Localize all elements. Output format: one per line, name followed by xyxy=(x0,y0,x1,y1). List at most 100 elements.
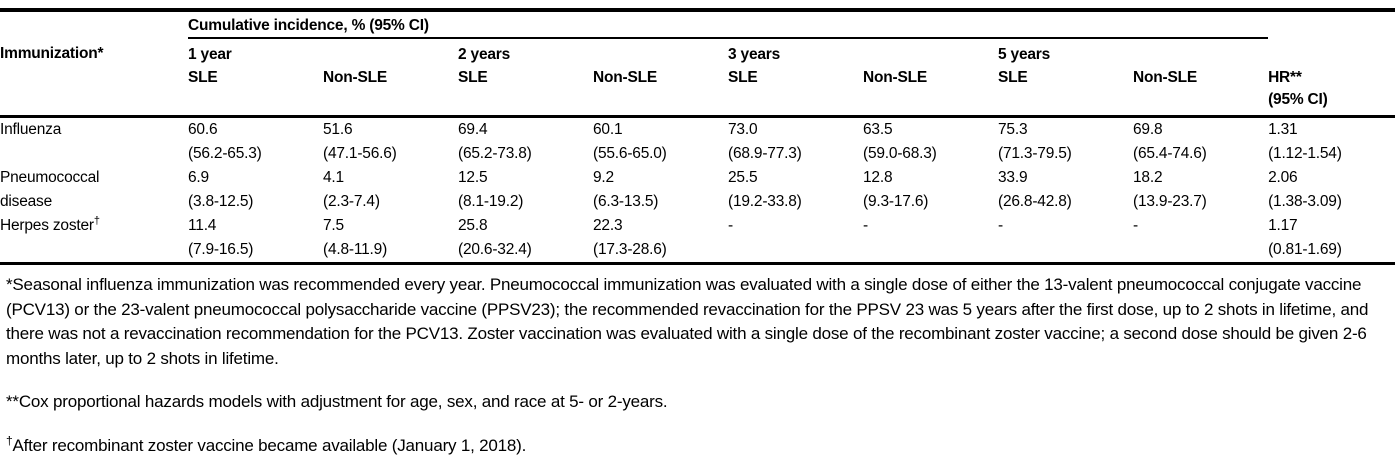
incidence-cell: 7.5 (4.8-11.9) xyxy=(323,214,458,265)
incidence-ci: (7.9-16.5) xyxy=(188,241,254,258)
footnote-text: Cox proportional hazards models with adj… xyxy=(18,392,668,411)
incidence-cell: 12.5 (8.1-19.2) xyxy=(458,166,593,214)
hr-header-line2: (95% CI) xyxy=(1268,91,1328,108)
incidence-value: 25.5 xyxy=(728,169,758,186)
incidence-cell: 25.5 (19.2-33.8) xyxy=(728,166,863,214)
incidence-cell: - xyxy=(863,214,998,265)
footnote-seasonal-influenza: *Seasonal influenza immunization was rec… xyxy=(6,273,1385,371)
incidence-value: 18.2 xyxy=(1133,169,1163,186)
incidence-value: - xyxy=(1133,217,1138,234)
incidence-ci: (56.2-65.3) xyxy=(188,145,262,162)
incidence-ci: (26.8-42.8) xyxy=(998,193,1072,210)
incidence-value: 6.9 xyxy=(188,169,209,186)
incidence-value: - xyxy=(728,217,733,234)
hr-value: 1.17 xyxy=(1268,217,1298,234)
footnote-cox-models: **Cox proportional hazards models with a… xyxy=(6,390,1385,415)
incidence-ci: (6.3-13.5) xyxy=(593,193,659,210)
incidence-value: 60.1 xyxy=(593,121,623,138)
subheader-nonsle-1y: Non-SLE xyxy=(323,67,458,118)
incidence-ci: (65.4-74.6) xyxy=(1133,145,1207,162)
incidence-value: 22.3 xyxy=(593,217,623,234)
incidence-value: 9.2 xyxy=(593,169,614,186)
incidence-cell: - xyxy=(1133,214,1269,265)
incidence-value: 63.5 xyxy=(863,121,893,138)
incidence-value: 25.8 xyxy=(458,217,488,234)
spanner-row: Cumulative incidence, % (95% CI) xyxy=(0,10,1395,39)
incidence-value: 60.6 xyxy=(188,121,218,138)
subheader-sle-1y: SLE xyxy=(188,67,323,118)
incidence-ci: (71.3-79.5) xyxy=(998,145,1072,162)
year-group-row: Immunization* 1 year 2 years 3 years 5 y… xyxy=(0,38,1395,67)
incidence-cell: 4.1 (2.3-7.4) xyxy=(323,166,458,214)
subheader-row: SLE Non-SLE SLE Non-SLE SLE Non-SLE SLE … xyxy=(0,67,1395,118)
row-label-main: Pneumococcal disease xyxy=(0,169,100,210)
row-label: Herpes zoster† xyxy=(0,214,188,265)
subheader-nonsle-3y: Non-SLE xyxy=(863,67,998,118)
incidence-value: - xyxy=(863,217,868,234)
footnote-marker: * xyxy=(6,275,13,294)
incidence-value: 4.1 xyxy=(323,169,344,186)
row-label-main: Herpes zoster xyxy=(0,217,94,234)
incidence-cell: 22.3 (17.3-28.6) xyxy=(593,214,728,265)
hr-ci: (1.38-3.09) xyxy=(1268,193,1342,210)
spanner-header: Cumulative incidence, % (95% CI) xyxy=(188,10,1269,39)
incidence-cell: 69.8 (65.4-74.6) xyxy=(1133,117,1268,167)
hr-cell: 1.31 (1.12-1.54) xyxy=(1268,117,1395,167)
hr-ci: (1.12-1.54) xyxy=(1268,145,1342,162)
incidence-value: 7.5 xyxy=(323,217,344,234)
hr-ci: (0.81-1.69) xyxy=(1268,241,1342,258)
incidence-cell: - xyxy=(728,214,863,265)
footnote-marker: ** xyxy=(6,392,19,411)
incidence-ci: (17.3-28.6) xyxy=(593,241,667,258)
incidence-value: 69.8 xyxy=(1133,121,1163,138)
row-label: Influenza xyxy=(0,117,188,167)
subheader-sle-3y: SLE xyxy=(728,67,863,118)
incidence-cell: 18.2 (13.9-23.7) xyxy=(1133,166,1268,214)
year-group-3: 3 years xyxy=(728,46,781,63)
footnote-text: Seasonal influenza immunization was reco… xyxy=(6,275,1369,368)
hr-value: 2.06 xyxy=(1268,169,1298,186)
table-row-influenza: Influenza 60.6 (56.2-65.3) 51.6 (47.1-56.6… xyxy=(0,117,1395,167)
incidence-cell: 63.5 (59.0-68.3) xyxy=(863,117,998,167)
spanner-row-empty-cell xyxy=(0,10,188,38)
year-group-2: 2 years xyxy=(458,46,511,63)
incidence-cell: 60.6 (56.2-65.3) xyxy=(188,117,323,167)
incidence-ci: (65.2-73.8) xyxy=(458,145,532,162)
footnote-marker-dagger: † xyxy=(6,432,13,447)
incidence-ci: (55.6-65.0) xyxy=(593,145,667,162)
subheader-nonsle-5y: Non-SLE xyxy=(1133,67,1269,118)
subheader-sle-5y: SLE xyxy=(998,67,1133,118)
year-row-hr-empty-cell xyxy=(1268,38,1395,67)
incidence-cell: 60.1 (55.6-65.0) xyxy=(593,117,728,167)
incidence-ci: (19.2-33.8) xyxy=(728,193,802,210)
footnote-text: After recombinant zoster vaccine became … xyxy=(12,435,527,455)
subheader-nonsle-2y: Non-SLE xyxy=(593,67,728,118)
incidence-value: - xyxy=(998,217,1003,234)
table-row-herpes-zoster: Herpes zoster† 11.4 (7.9-16.5) 7.5 (4.8-11… xyxy=(0,214,1395,265)
subheader-sle-2y: SLE xyxy=(458,67,593,118)
year-group-5: 5 years xyxy=(998,46,1051,63)
hr-cell: 1.17 (0.81-1.69) xyxy=(1268,214,1395,265)
incidence-value: 75.3 xyxy=(998,121,1028,138)
incidence-value: 33.9 xyxy=(998,169,1028,186)
incidence-ci: (4.8-11.9) xyxy=(323,241,388,258)
incidence-value: 12.5 xyxy=(458,169,488,186)
incidence-ci: (68.9-77.3) xyxy=(728,145,802,162)
footnote-zoster-availability: †After recombinant zoster vaccine became… xyxy=(6,434,1385,459)
row-label-text: Influenza xyxy=(0,118,142,142)
incidence-cell: 9.2 (6.3-13.5) xyxy=(593,166,728,214)
hr-value: 1.31 xyxy=(1268,121,1298,138)
incidence-cell: 51.6 (47.1-56.6) xyxy=(323,117,458,167)
incidence-value: 51.6 xyxy=(323,121,353,138)
row-label: Pneumococcal disease xyxy=(0,166,188,214)
table-row-pneumococcal: Pneumococcal disease 6.9 (3.8-12.5) 4.1 (2… xyxy=(0,166,1395,214)
row-label-text: Pneumococcal disease xyxy=(0,166,142,214)
incidence-ci: (2.3-7.4) xyxy=(323,193,380,210)
hr-header-line1: HR** xyxy=(1268,69,1302,86)
row-label-text: Herpes zoster† xyxy=(0,214,142,238)
incidence-cell: 73.0 (68.9-77.3) xyxy=(728,117,863,167)
incidence-cell: 33.9 (26.8-42.8) xyxy=(998,166,1133,214)
row-label-main: Influenza xyxy=(0,121,62,138)
row-label-sup: † xyxy=(93,214,100,227)
immunization-table: Cumulative incidence, % (95% CI) Immuniz… xyxy=(0,8,1395,265)
